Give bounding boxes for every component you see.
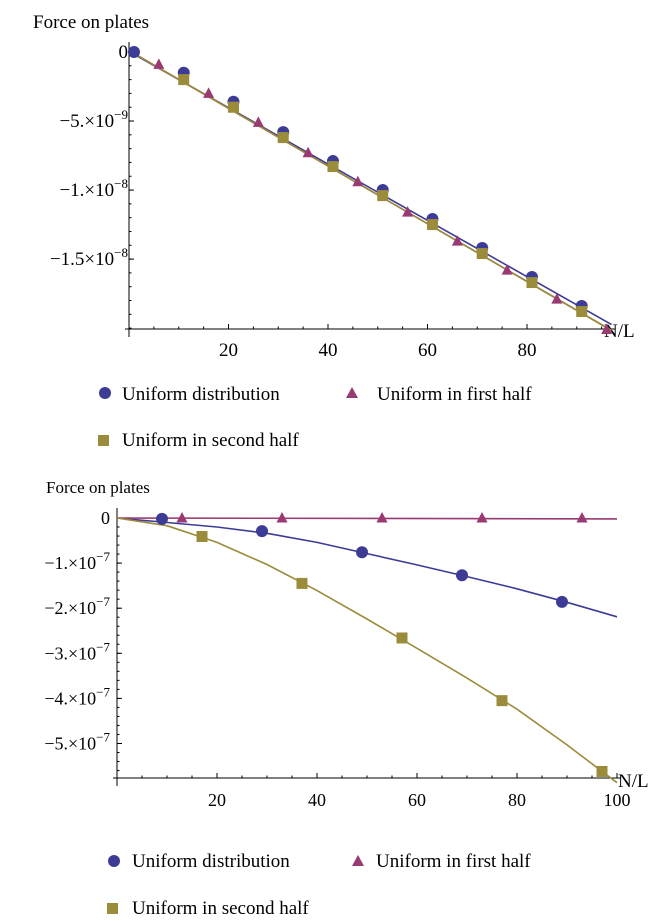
data-point-triangle <box>302 146 314 158</box>
data-point-triangle <box>501 264 513 275</box>
data-point-square <box>496 695 508 707</box>
chart1-markers <box>127 46 613 334</box>
data-point-circle <box>456 569 468 582</box>
data-point-triangle <box>601 323 613 334</box>
y-tick-label: −1.×10−8 <box>59 176 128 201</box>
data-point-triangle <box>402 206 414 217</box>
data-point-triangle <box>451 235 463 246</box>
chart2-xlabel: N/L <box>618 771 649 792</box>
data-point-circle <box>256 525 268 538</box>
y-tick-label: −5.×10−7 <box>44 730 110 754</box>
x-tick-label: 60 <box>408 790 426 810</box>
data-point-square <box>327 161 339 173</box>
x-tick-label: 60 <box>418 340 437 361</box>
data-point-square <box>396 632 408 644</box>
data-point-triangle <box>551 293 563 304</box>
data-point-triangle <box>276 512 288 523</box>
legend2-item-uniform-first-half: Uniform in first half <box>352 851 531 872</box>
x-tick-label: 20 <box>208 790 226 810</box>
data-point-triangle <box>252 116 264 127</box>
legend-label: Uniform distribution <box>132 851 290 872</box>
y-tick-label: −4.×10−7 <box>44 684 110 708</box>
data-point-triangle <box>376 512 388 523</box>
chart1-xlabel: N/L <box>604 321 635 342</box>
chart2-markers <box>156 512 608 777</box>
y-tick-label: −2.×10−7 <box>44 594 110 618</box>
chart1-tick-labels: 20 40 60 80 0 −5.×10−9 −1.×10−8 −1.5×10−8 <box>50 42 537 361</box>
x-tick-label: 20 <box>219 340 238 361</box>
data-point-square <box>576 306 588 318</box>
chart2-legend: Uniform distribution Uniform in first ha… <box>107 851 531 919</box>
legend2-item-uniform-second-half: Uniform in second half <box>107 898 309 919</box>
fit-line-triangle <box>116 517 618 520</box>
chart1-ylabel: Force on plates <box>33 12 149 33</box>
legend-square-marker <box>107 903 118 914</box>
fit-line-square <box>128 49 613 332</box>
chart2-fit-lines <box>116 517 618 784</box>
legend-triangle-marker <box>352 855 364 866</box>
data-point-circle <box>356 546 368 559</box>
chart1-legend: Uniform distribution Uniform in first ha… <box>98 384 532 451</box>
data-point-square <box>277 132 289 144</box>
x-tick-label: 80 <box>508 790 526 810</box>
legend1-item-uniform-second-half: Uniform in second half <box>98 430 299 451</box>
x-tick-label: 40 <box>308 790 326 810</box>
data-point-triangle <box>352 175 364 187</box>
y-tick-label: −5.×10−9 <box>59 107 128 132</box>
data-point-square <box>476 248 488 260</box>
y-tick-label: −1.5×10−8 <box>50 245 128 270</box>
x-tick-label: 100 <box>604 790 631 810</box>
legend-label: Uniform in first half <box>377 384 532 405</box>
y-tick-label: −3.×10−7 <box>44 639 110 663</box>
legend-triangle-marker <box>346 387 358 398</box>
chart-2: Force on plates N/L 20 40 60 80 100 0 −1.×10−7… <box>44 478 648 810</box>
legend-circle-marker <box>108 855 120 867</box>
data-point-square <box>296 577 308 589</box>
data-point-triangle <box>153 58 165 69</box>
y-tick-label: 0 <box>119 42 129 63</box>
data-point-triangle <box>203 87 215 98</box>
data-point-square <box>526 277 538 289</box>
fit-line-circle <box>116 517 618 618</box>
legend-label: Uniform in first half <box>376 851 531 872</box>
fit-line-square <box>116 517 618 784</box>
chart2-axes <box>113 508 621 786</box>
data-point-circle <box>127 46 140 58</box>
data-point-square <box>377 190 389 202</box>
chart-1: Force on plates N/L 20 40 60 80 0 −5.×10−9 −1.… <box>33 12 635 361</box>
data-point-square <box>596 765 608 777</box>
data-point-square <box>196 530 208 542</box>
y-tick-label: 0 <box>101 508 110 528</box>
legend-label: Uniform in second half <box>132 898 309 919</box>
data-point-square <box>426 219 438 231</box>
x-tick-label: 80 <box>518 340 537 361</box>
x-tick-label: 40 <box>319 340 338 361</box>
chart1-axes <box>125 42 616 337</box>
chart2-ylabel: Force on plates <box>46 478 150 497</box>
data-point-triangle <box>576 512 588 523</box>
data-point-circle <box>156 512 168 525</box>
legend2-item-uniform-distribution: Uniform distribution <box>108 851 290 872</box>
y-tick-label: −1.×10−7 <box>44 549 110 573</box>
legend-label: Uniform in second half <box>122 430 299 451</box>
data-point-square <box>227 101 239 113</box>
chart1-fit-lines <box>128 49 613 332</box>
legend1-item-uniform-distribution: Uniform distribution <box>99 384 280 405</box>
data-point-triangle <box>476 512 488 523</box>
chart2-tick-labels: 20 40 60 80 100 0 −1.×10−7 −2.×10−7 −3.×10−7 −4.×… <box>44 508 630 810</box>
legend-circle-marker <box>99 387 111 399</box>
legend-label: Uniform distribution <box>122 384 280 405</box>
legend-square-marker <box>98 435 109 446</box>
legend1-item-uniform-first-half: Uniform in first half <box>346 384 532 405</box>
data-point-circle <box>556 595 568 608</box>
data-point-triangle <box>176 512 188 523</box>
data-point-square <box>178 74 190 86</box>
